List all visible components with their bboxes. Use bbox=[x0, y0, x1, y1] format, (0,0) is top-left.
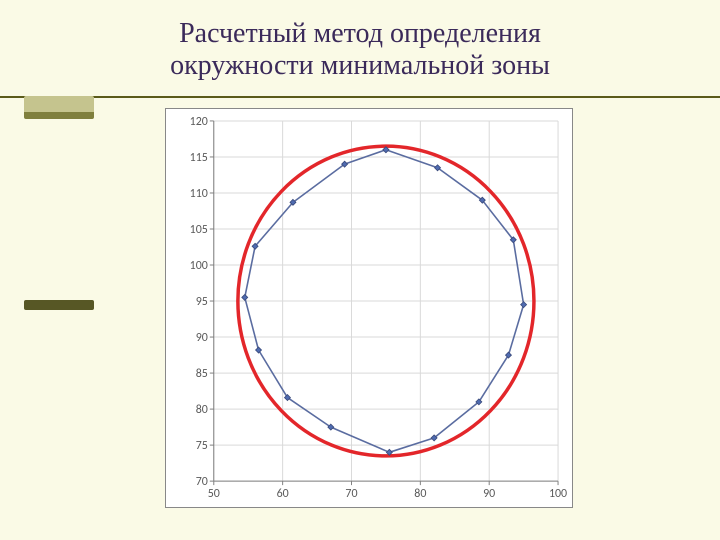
x-tick-label: 80 bbox=[414, 487, 426, 501]
x-tick-label: 100 bbox=[549, 487, 567, 501]
accent-bar-top bbox=[24, 96, 94, 119]
x-tick-label: 50 bbox=[208, 487, 220, 501]
chart-svg: 70 75 80 85 90 95 100 105 110 115 120 50 60 70 80 90 100 bbox=[166, 109, 572, 507]
y-tick-label: 115 bbox=[190, 151, 208, 165]
y-tick-label: 90 bbox=[196, 331, 208, 345]
y-tick-label: 105 bbox=[190, 223, 208, 237]
title-line-2: окружности минимальной зоны bbox=[170, 50, 550, 81]
y-tick-label: 80 bbox=[196, 403, 208, 417]
y-tick-label: 120 bbox=[190, 115, 208, 129]
slide-title: Расчетный метод определения окружности м… bbox=[0, 18, 720, 82]
data-marker bbox=[242, 294, 248, 300]
y-tick-label: 75 bbox=[196, 439, 208, 453]
x-tick-label: 60 bbox=[277, 487, 289, 501]
y-tick-label: 85 bbox=[196, 367, 208, 381]
data-marker bbox=[521, 302, 527, 308]
y-tick-label: 95 bbox=[196, 295, 208, 309]
x-tick-label: 70 bbox=[345, 487, 357, 501]
horizontal-rule bbox=[0, 96, 720, 98]
y-tick-label: 110 bbox=[190, 187, 208, 201]
title-line-1: Расчетный метод определения bbox=[179, 18, 541, 49]
x-tick-label: 90 bbox=[483, 487, 495, 501]
accent-bar-bottom bbox=[24, 300, 94, 310]
y-tick-label: 100 bbox=[190, 259, 208, 273]
y-tick-label: 70 bbox=[196, 475, 208, 489]
chart-panel: 70 75 80 85 90 95 100 105 110 115 120 50 60 70 80 90 100 bbox=[165, 108, 573, 508]
